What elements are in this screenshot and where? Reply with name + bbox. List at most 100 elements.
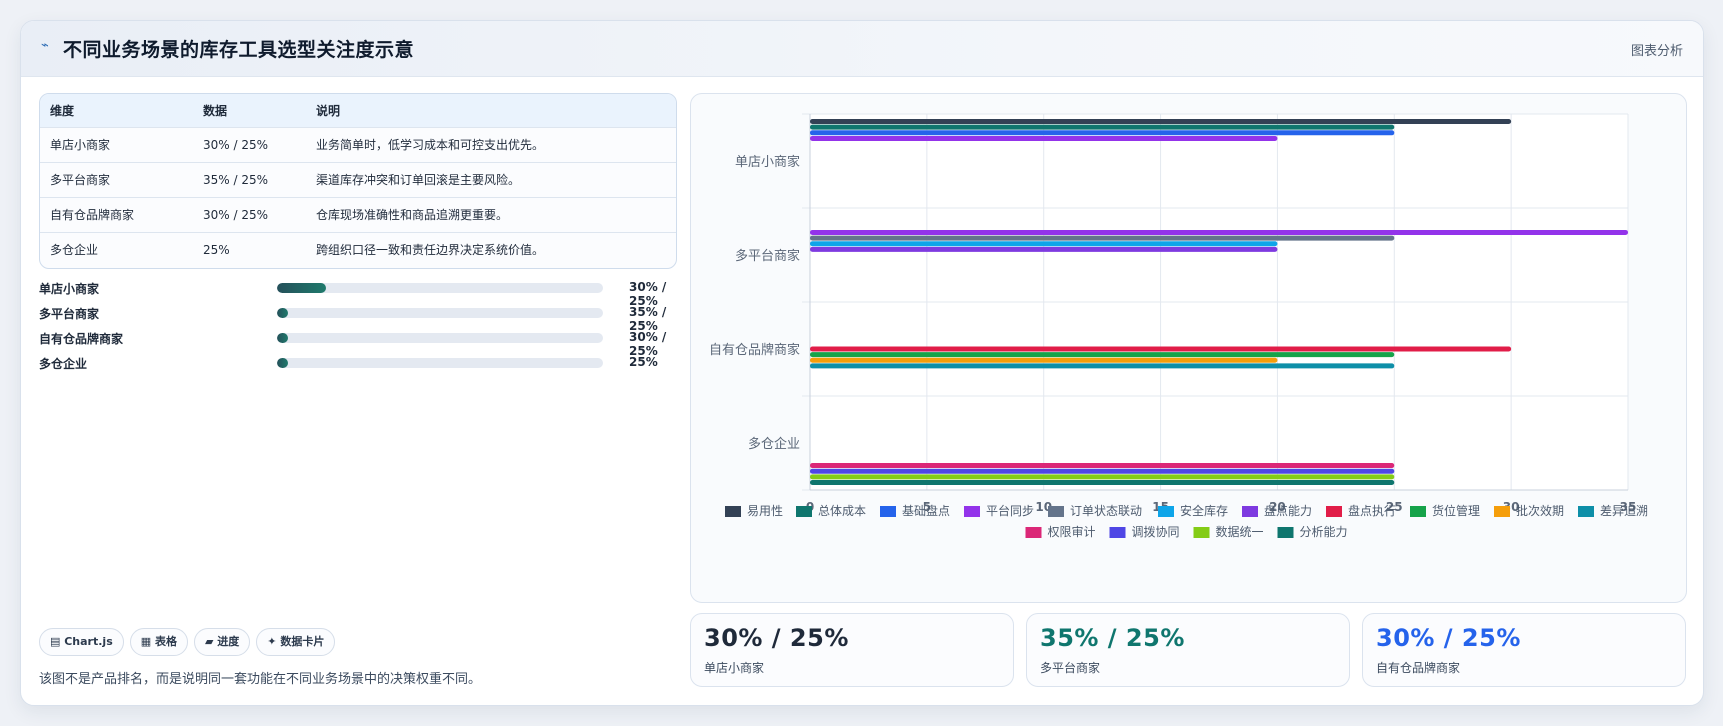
bar — [810, 241, 1278, 247]
legend-swatch — [1277, 527, 1294, 538]
cell-data: 30% / 25% — [203, 137, 269, 152]
bar — [810, 130, 1395, 136]
legend-swatch — [880, 506, 896, 517]
cell-description: 渠道库存冲突和订单回滚是主要风险。 — [316, 173, 521, 187]
legend-label: 货位管理 — [1432, 503, 1480, 518]
bar — [810, 468, 1395, 474]
y-category-label: 多平台商家 — [735, 248, 800, 264]
chip-progress[interactable]: ▰ 进度 — [193, 628, 251, 656]
chip-table[interactable]: ▦ 表格 — [129, 628, 188, 656]
progress-track — [277, 358, 603, 368]
legend-label: 易用性 — [747, 504, 783, 518]
progress-row: 多平台商家 35% / 25% — [39, 302, 675, 333]
legend-swatch — [1193, 527, 1210, 538]
legend-label: 数据统一 — [1216, 524, 1264, 539]
legend-label: 安全库存 — [1180, 503, 1228, 518]
table-row: 自有仓品牌商家 30% / 25% 仓库现场准确性和商品追溯更重要。 — [40, 197, 676, 232]
cell-data: 30% / 25% — [203, 207, 269, 222]
y-category-label: 单店小商家 — [735, 154, 800, 170]
x-tick-label: 25 — [1386, 500, 1403, 514]
pulse-icon: ⌁ — [41, 38, 49, 53]
cell-description: 跨组织口径一致和责任边界决定系统价值。 — [316, 243, 545, 258]
stat-label: 自有仓品牌商家 — [1376, 661, 1461, 675]
tech-chips: ▤ Chart.js ▦ 表格 ▰ 进度 ✦ 数据卡片 — [39, 628, 341, 656]
progress-label: 多平台商家 — [39, 307, 100, 321]
bar — [810, 246, 1278, 252]
col-header-dimension: 维度 — [50, 103, 75, 118]
legend-label: 差异追溯 — [1600, 503, 1648, 518]
x-tick-label: 35 — [1620, 500, 1637, 514]
legend-swatch — [964, 506, 980, 517]
stat-card: 30% / 25% 自有仓品牌商家 — [1362, 613, 1686, 687]
table-row: 多仓企业 25% 跨组织口径一致和责任边界决定系统价值。 — [40, 232, 676, 267]
col-header-description: 说明 — [316, 103, 341, 118]
chip-chartjs[interactable]: ▤ Chart.js — [39, 628, 124, 656]
legend-swatch — [1158, 506, 1174, 517]
cell-dimension: 单店小商家 — [50, 138, 111, 152]
legend-label: 平台同步 — [986, 503, 1034, 518]
bar — [810, 363, 1395, 369]
legend-label: 权限审计 — [1048, 524, 1096, 539]
bar-chart: 05101520253035单店小商家多平台商家自有仓品牌商家多仓企业易用性总体… — [709, 113, 1648, 539]
progress-row: 单店小商家 30% / 25% — [39, 277, 675, 308]
legend-swatch — [1494, 506, 1510, 517]
legend-label: 订单状态联动 — [1070, 504, 1142, 518]
footnote: 该图不是产品排名，而是说明同一套功能在不同业务场景中的决策权重不同。 — [39, 672, 482, 687]
stat-value: 35% / 25% — [1040, 624, 1185, 652]
bar — [810, 352, 1395, 358]
bar — [810, 346, 1512, 352]
legend-label: 盘点能力 — [1264, 503, 1312, 518]
legend-swatch — [1109, 527, 1126, 538]
chip-data-card[interactable]: ✦ 数据卡片 — [256, 628, 336, 656]
col-header-data: 数据 — [203, 103, 228, 118]
progress-fill — [277, 358, 289, 368]
y-category-label: 自有仓品牌商家 — [709, 342, 800, 358]
cell-data: 35% / 25% — [203, 172, 269, 187]
legend-swatch — [1025, 527, 1042, 538]
table-row: 单店小商家 30% / 25% 业务简单时，低学习成本和可控支出优先。 — [40, 127, 676, 162]
legend-swatch — [1578, 506, 1594, 517]
cell-dimension: 多平台商家 — [50, 173, 111, 187]
progress-label: 单店小商家 — [39, 282, 100, 296]
table-row: 多平台商家 35% / 25% 渠道库存冲突和订单回滚是主要风险。 — [40, 162, 676, 197]
x-tick-label: 5 — [923, 500, 931, 514]
progress-value: 35% / 25% — [629, 305, 667, 333]
bar — [810, 474, 1395, 480]
bar — [810, 479, 1395, 485]
cell-description: 仓库现场准确性和商品追溯更重要。 — [316, 208, 509, 222]
progress-track — [277, 308, 603, 318]
dashboard-card: ⌁ 不同业务场景的库存工具选型关注度示意 图表分析 维度 数据 说明 单店小商家… — [20, 20, 1704, 706]
data-table: 维度 数据 说明 单店小商家 30% / 25% 业务简单时，低学习成本和可控支… — [39, 93, 677, 269]
stat-label: 单店小商家 — [704, 661, 765, 675]
bar — [810, 463, 1395, 469]
legend-swatch — [796, 506, 812, 517]
legend-label: 批次效期 — [1516, 503, 1564, 518]
table-icon: ▦ — [140, 635, 155, 648]
legend-label: 盘点执行 — [1348, 503, 1396, 518]
stat-card: 35% / 25% 多平台商家 — [1026, 613, 1350, 687]
progress-track — [277, 283, 603, 293]
stat-card: 30% / 25% 单店小商家 — [690, 613, 1014, 687]
stat-label: 多平台商家 — [1040, 661, 1101, 675]
progress-track — [277, 333, 603, 343]
legend-swatch — [1242, 506, 1258, 517]
x-tick-label: 20 — [1269, 500, 1286, 514]
chart-panel: 05101520253035单店小商家多平台商家自有仓品牌商家多仓企业易用性总体… — [690, 93, 1687, 603]
progress-fill — [277, 308, 289, 318]
stat-value: 30% / 25% — [704, 624, 849, 652]
legend-label: 分析能力 — [1300, 525, 1348, 539]
chart-icon: ▤ — [50, 635, 65, 648]
cell-data: 25% — [203, 242, 230, 257]
stat-value: 30% / 25% — [1376, 624, 1521, 652]
progress-row: 自有仓品牌商家 30% / 25% — [39, 327, 675, 358]
cell-dimension: 自有仓品牌商家 — [50, 208, 135, 222]
page-title: 不同业务场景的库存工具选型关注度示意 — [63, 39, 415, 61]
cell-dimension: 多仓企业 — [50, 243, 99, 258]
progress-icon: ▰ — [204, 635, 218, 648]
progress-value: 30% / 25% — [629, 330, 667, 358]
cell-description: 业务简单时，低学习成本和可控支出优先。 — [316, 138, 545, 152]
progress-label: 多仓企业 — [39, 357, 88, 371]
progress-fill — [277, 333, 289, 343]
sparkle-icon: ✦ — [267, 635, 281, 648]
bar — [810, 135, 1278, 141]
